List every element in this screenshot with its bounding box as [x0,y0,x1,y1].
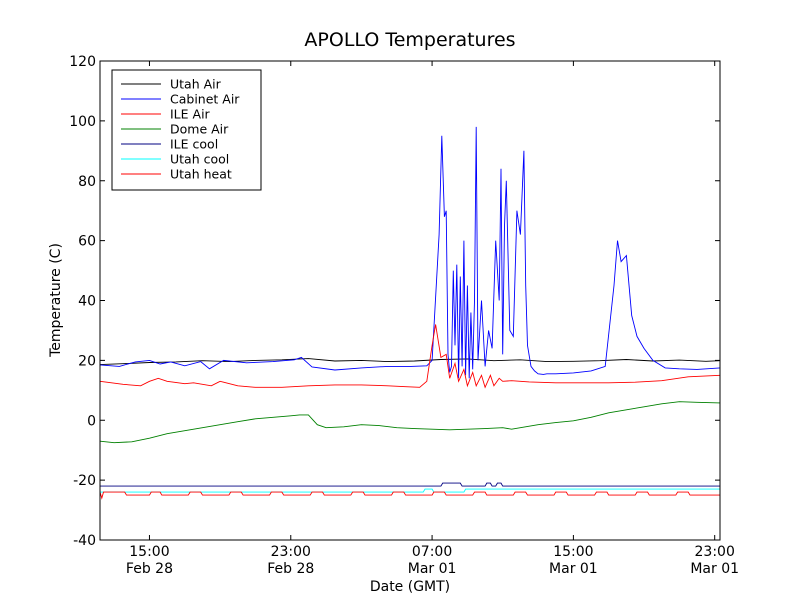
legend-label-utah-air: Utah Air [170,77,222,92]
x-tick-time-label: 23:00 [695,544,735,560]
x-tick-time-label: 23:00 [271,544,311,560]
series-line-utah-cool [100,488,720,493]
x-tick-date-label: Feb 28 [126,561,173,577]
y-axis-label: Temperature (C) [48,243,64,358]
series-line-dome-air [100,401,720,444]
y-tick-label: -20 [73,473,96,489]
series-line-ile-air [100,324,720,389]
x-tick-date-label: Mar 01 [549,561,598,577]
y-tick-label: -40 [73,533,96,549]
x-tick-date-label: Feb 28 [267,561,314,577]
plot-frame [99,60,721,541]
x-tick-date-label: Mar 01 [690,561,739,577]
series-line-cabinet-air [100,126,720,379]
x-tick-time-label: 07:00 [412,544,452,560]
y-tick-label: 80 [78,174,96,190]
y-tick-label: 0 [87,413,96,429]
y-tick-label: 120 [69,54,96,70]
y-tick-label: 20 [78,353,96,369]
y-tick-label: 60 [78,234,96,250]
x-tick-time-label: 15:00 [553,544,593,560]
x-axis-label: Date (GMT) [370,579,450,595]
legend-label-utah-heat: Utah heat [170,167,232,182]
x-tick-date-label: Mar 01 [408,561,457,577]
x-tick-time-label: 15:00 [129,544,169,560]
series-line-utah-heat [100,491,720,500]
legend-label-ile-air: ILE Air [170,107,211,122]
series-layer [100,126,720,500]
series-line-ile-cool [100,482,720,487]
legend-label-dome-air: Dome Air [170,122,229,137]
series-line-utah-air [100,358,720,366]
chart-title: APOLLO Temperatures [304,29,515,51]
legend-label-ile-cool: ILE cool [170,137,218,152]
y-tick-label: 100 [69,114,96,130]
legend-label-utah-cool: Utah cool [170,152,229,167]
legend-box [111,69,262,191]
legend-label-cabinet-air: Cabinet Air [170,92,240,107]
y-tick-label: 40 [78,294,96,310]
